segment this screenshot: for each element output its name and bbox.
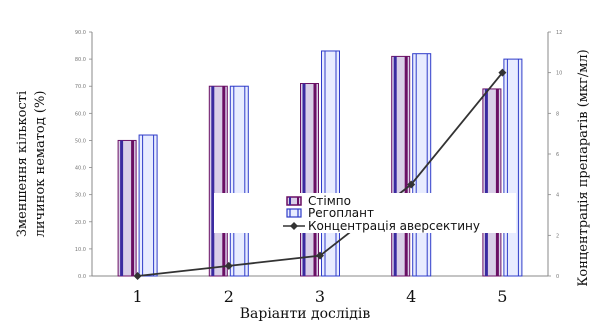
bar-stimpo [208,85,228,277]
y2-tick-label: 4 [556,193,559,199]
legend-label-regoplant: Регоплант [308,206,374,220]
bar-stimpo [117,139,137,277]
legend-swatch-line [283,222,305,230]
y-tick-label: 40.0 [75,166,86,172]
bar-stimpo-stripe [313,83,317,276]
bar-regoplant [229,85,249,277]
y2-tick-label: 0 [556,274,559,280]
y-ticks: 0.0 10.0 20.0 30.0 40.0 50.0 60.0 70.0 80.0 90.0 [75,30,92,280]
legend-swatch-stimpo [286,196,302,206]
y2-ticks: 0 2 4 6 8 10 12 [548,30,562,280]
bar-stimpo-stripe [120,140,124,276]
y2-tick-label: 10 [556,71,562,77]
x-axis-title: Варіанти дослідів [240,306,371,322]
x-tick-label: 4 [406,287,416,306]
bar-stimpo-stripe [131,140,135,276]
plot-area [91,32,549,277]
bar-stimpo [482,88,502,277]
y2-tick-label: 12 [556,30,562,36]
y-tick-label: 50.0 [75,138,86,144]
y-axis-title-line-1: Зменшення кількості [15,91,30,237]
bar-stimpo [391,55,411,277]
bar-regoplant-body [138,134,158,277]
y-tick-label: 30.0 [75,193,86,199]
bar-stimpo-stripe [495,88,499,276]
x-tick-label: 3 [315,287,325,306]
y-tick-label: 70.0 [75,84,86,90]
y2-tick-label: 6 [556,152,559,158]
bar-stimpo [300,83,319,277]
x-tick-label: 5 [497,287,507,306]
bar-stimpo-stripe [393,56,397,277]
line-point [224,261,233,270]
legend-swatch-regoplant [286,208,302,218]
bar-regoplant-body [229,85,249,277]
bar-stimpo-stripe [222,86,226,276]
bar-regoplant [138,134,158,277]
line-point [407,180,416,189]
line-point [133,272,142,280]
x-tick-label: 1 [133,287,143,306]
y2-tick-label: 2 [556,233,559,239]
y-tick-label: 60.0 [75,111,86,117]
line-point [316,251,324,260]
legend-box [214,193,516,233]
bar-stimpo-stripe [211,86,215,276]
legend-label-line: Концентрація аверсектину [308,219,480,233]
y-tick-label: 20.0 [75,220,86,226]
x-ticks: 1 2 3 4 5 [133,287,508,306]
y-tick-label: 10.0 [75,247,86,253]
bar-regoplant-body [503,58,523,277]
line-aversectin [137,72,504,277]
x-tick-label: 2 [224,287,234,306]
bar-regoplant [503,58,523,277]
line-point [498,68,507,77]
bar-stimpo-stripe [404,56,408,277]
legend: Стімпо Регоплант Концентрація аверсектин… [214,193,516,233]
y2-tick-label: 8 [556,111,559,117]
bar-stimpo-stripe [484,88,488,276]
y2-axis-title: Концентрація препаратів (мкг/мл) [576,49,591,286]
y-tick-label: 0.0 [78,274,86,280]
y-tick-label: 80.0 [75,57,86,63]
y-axis-title-line-2: личинок нематод (%) [33,91,48,238]
bars [117,50,523,277]
bar-stimpo-stripe [302,83,306,276]
line-series [133,68,507,280]
legend-label-stimpo: Стімпо [308,194,351,208]
y-tick-label: 90.0 [75,30,86,36]
